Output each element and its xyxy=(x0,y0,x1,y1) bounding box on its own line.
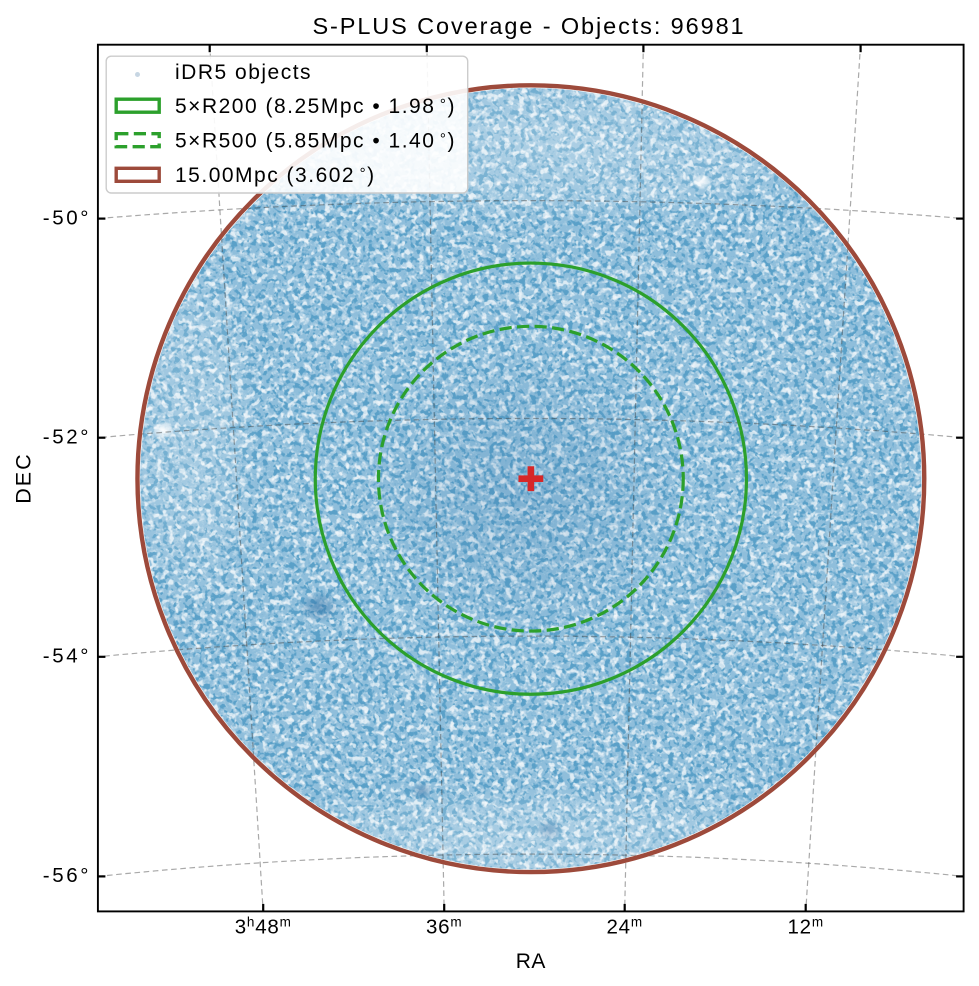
svg-text:DEC: DEC xyxy=(12,452,36,503)
svg-text:S-PLUS Coverage - Objects: 969: S-PLUS Coverage - Objects: 96981 xyxy=(312,13,745,39)
svg-text:-52°: -52° xyxy=(43,426,91,449)
svg-text:RA: RA xyxy=(516,950,546,973)
svg-text:-56°: -56° xyxy=(43,864,91,887)
svg-text:15.00Mpc (3.602 °): 15.00Mpc (3.602 °) xyxy=(175,164,376,187)
svg-text:5×R500 (5.85Mpc • 1.40 °): 5×R500 (5.85Mpc • 1.40 °) xyxy=(175,129,456,152)
svg-text:-50°: -50° xyxy=(43,206,91,229)
svg-text:iDR5 objects: iDR5 objects xyxy=(175,61,312,84)
svg-text:5×R200 (8.25Mpc • 1.98 °): 5×R200 (8.25Mpc • 1.98 °) xyxy=(175,95,456,118)
svg-text:24m: 24m xyxy=(606,915,642,939)
svg-text:3h48m: 3h48m xyxy=(235,915,292,939)
svg-text:-54°: -54° xyxy=(43,645,91,668)
